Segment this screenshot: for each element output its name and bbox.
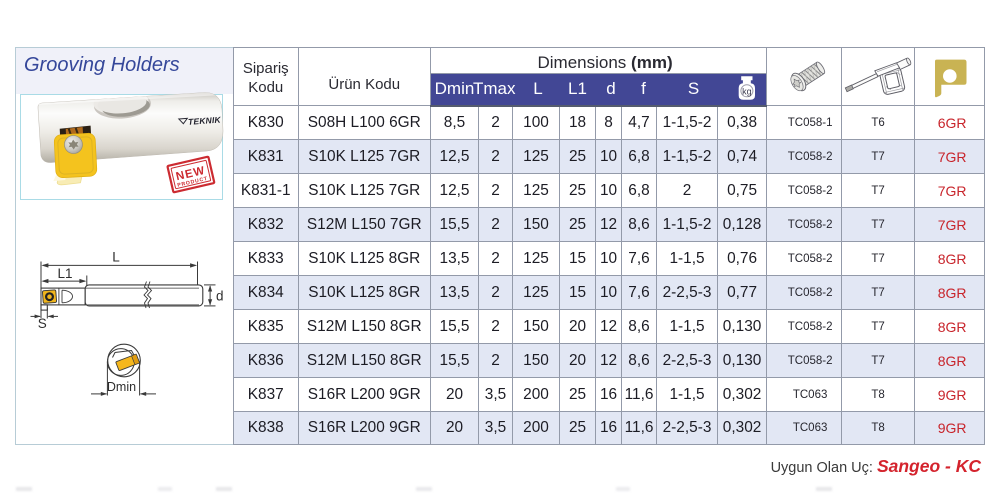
svg-text:kg: kg [742, 86, 752, 96]
svg-text:L: L [112, 250, 120, 265]
svg-text:TEKNIK: TEKNIK [188, 115, 222, 127]
svg-text:Dmin: Dmin [107, 380, 136, 394]
svg-text:d: d [216, 289, 224, 304]
svg-text:L1: L1 [57, 266, 72, 281]
svg-text:S: S [38, 316, 47, 331]
